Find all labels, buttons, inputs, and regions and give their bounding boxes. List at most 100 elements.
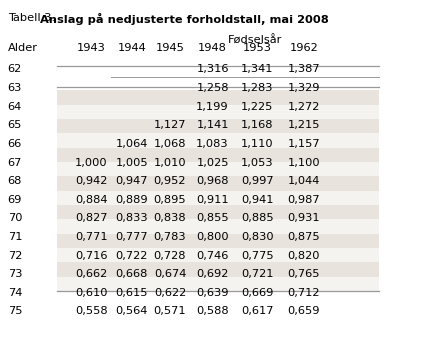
Text: 0,947: 0,947 bbox=[116, 176, 148, 186]
Text: 0,721: 0,721 bbox=[241, 269, 273, 279]
Text: 0,931: 0,931 bbox=[288, 213, 320, 223]
Text: 0,639: 0,639 bbox=[196, 288, 229, 298]
Text: 1944: 1944 bbox=[117, 43, 146, 53]
Text: 0,855: 0,855 bbox=[196, 213, 229, 223]
Text: 0,662: 0,662 bbox=[75, 269, 108, 279]
Text: 63: 63 bbox=[8, 83, 22, 93]
Text: 0,827: 0,827 bbox=[75, 213, 108, 223]
Text: 0,617: 0,617 bbox=[241, 306, 273, 316]
Text: 1,068: 1,068 bbox=[154, 139, 186, 149]
Text: 0,564: 0,564 bbox=[116, 306, 148, 316]
Bar bbox=[57, 119, 379, 134]
Text: 1,329: 1,329 bbox=[288, 83, 320, 93]
Text: 1,005: 1,005 bbox=[116, 158, 148, 168]
Text: 71: 71 bbox=[8, 232, 22, 242]
Bar bbox=[57, 262, 379, 277]
Bar bbox=[57, 148, 379, 162]
Bar bbox=[57, 277, 379, 291]
Text: 67: 67 bbox=[8, 158, 22, 168]
Text: 64: 64 bbox=[8, 102, 22, 112]
Text: 1,025: 1,025 bbox=[196, 158, 229, 168]
Text: 0,765: 0,765 bbox=[288, 269, 320, 279]
Text: 0,968: 0,968 bbox=[196, 176, 229, 186]
Text: 1948: 1948 bbox=[198, 43, 227, 53]
Text: 1,127: 1,127 bbox=[154, 120, 186, 130]
Text: 0,558: 0,558 bbox=[75, 306, 108, 316]
Bar bbox=[57, 205, 379, 219]
Text: 72: 72 bbox=[8, 251, 22, 261]
Text: 1,168: 1,168 bbox=[241, 120, 273, 130]
Text: Tabell 3.: Tabell 3. bbox=[8, 13, 55, 23]
Bar bbox=[57, 90, 379, 105]
Text: 0,669: 0,669 bbox=[241, 288, 273, 298]
Text: 0,833: 0,833 bbox=[116, 213, 148, 223]
Text: 1,272: 1,272 bbox=[288, 102, 320, 112]
Text: 1,141: 1,141 bbox=[196, 120, 229, 130]
Text: 73: 73 bbox=[8, 269, 22, 279]
Bar bbox=[57, 176, 379, 191]
Text: 66: 66 bbox=[8, 139, 22, 149]
Text: 1,199: 1,199 bbox=[196, 102, 229, 112]
Text: 1953: 1953 bbox=[243, 43, 272, 53]
Text: 1,100: 1,100 bbox=[288, 158, 320, 168]
Text: 0,716: 0,716 bbox=[75, 251, 108, 261]
Bar bbox=[57, 105, 379, 119]
Text: 1,064: 1,064 bbox=[116, 139, 148, 149]
Text: Fødselsår: Fødselsår bbox=[228, 36, 282, 46]
Text: 0,771: 0,771 bbox=[75, 232, 108, 242]
Text: 68: 68 bbox=[8, 176, 22, 186]
Text: 1945: 1945 bbox=[156, 43, 184, 53]
Text: 0,911: 0,911 bbox=[196, 195, 229, 205]
Text: 0,885: 0,885 bbox=[241, 213, 273, 223]
Text: 69: 69 bbox=[8, 195, 22, 205]
Text: 0,610: 0,610 bbox=[75, 288, 108, 298]
Text: 1,283: 1,283 bbox=[241, 83, 273, 93]
Text: 1,110: 1,110 bbox=[241, 139, 273, 149]
Text: 0,775: 0,775 bbox=[241, 251, 273, 261]
Text: 0,622: 0,622 bbox=[154, 288, 186, 298]
Text: 0,615: 0,615 bbox=[116, 288, 148, 298]
Text: 1,157: 1,157 bbox=[288, 139, 320, 149]
Text: 0,668: 0,668 bbox=[116, 269, 148, 279]
Text: 74: 74 bbox=[8, 288, 22, 298]
Text: 1962: 1962 bbox=[289, 43, 318, 53]
Text: 0,997: 0,997 bbox=[241, 176, 273, 186]
Text: 0,895: 0,895 bbox=[154, 195, 186, 205]
Bar bbox=[57, 219, 379, 234]
Text: 1,225: 1,225 bbox=[241, 102, 273, 112]
Text: 0,820: 0,820 bbox=[288, 251, 320, 261]
Text: 1,258: 1,258 bbox=[196, 83, 229, 93]
Text: 0,588: 0,588 bbox=[196, 306, 229, 316]
Bar bbox=[57, 234, 379, 248]
Text: 0,674: 0,674 bbox=[154, 269, 186, 279]
Text: 0,875: 0,875 bbox=[288, 232, 320, 242]
Text: 0,884: 0,884 bbox=[75, 195, 108, 205]
Bar bbox=[57, 162, 379, 176]
Text: 1,053: 1,053 bbox=[241, 158, 273, 168]
Text: 1,044: 1,044 bbox=[288, 176, 320, 186]
Text: 0,942: 0,942 bbox=[75, 176, 108, 186]
Text: 0,659: 0,659 bbox=[288, 306, 320, 316]
Text: 0,800: 0,800 bbox=[196, 232, 229, 242]
Text: 1,316: 1,316 bbox=[196, 64, 229, 74]
Text: 1,000: 1,000 bbox=[75, 158, 108, 168]
Bar bbox=[57, 248, 379, 262]
Text: 0,777: 0,777 bbox=[116, 232, 148, 242]
Text: 0,838: 0,838 bbox=[154, 213, 186, 223]
Text: Alder: Alder bbox=[8, 43, 38, 53]
Text: 0,692: 0,692 bbox=[196, 269, 229, 279]
Text: 0,952: 0,952 bbox=[154, 176, 186, 186]
Text: 0,746: 0,746 bbox=[196, 251, 229, 261]
Text: 0,728: 0,728 bbox=[154, 251, 186, 261]
Text: 0,783: 0,783 bbox=[154, 232, 186, 242]
Text: 0,712: 0,712 bbox=[288, 288, 320, 298]
Text: 75: 75 bbox=[8, 306, 22, 316]
Text: 0,830: 0,830 bbox=[241, 232, 273, 242]
Bar bbox=[57, 134, 379, 148]
Text: Anslag på nedjusterte forholdstall, mai 2008: Anslag på nedjusterte forholdstall, mai … bbox=[40, 13, 328, 25]
Bar bbox=[57, 191, 379, 205]
Text: 0,987: 0,987 bbox=[288, 195, 320, 205]
Text: 1,341: 1,341 bbox=[241, 64, 273, 74]
Text: 1943: 1943 bbox=[77, 43, 106, 53]
Text: 1,083: 1,083 bbox=[196, 139, 229, 149]
